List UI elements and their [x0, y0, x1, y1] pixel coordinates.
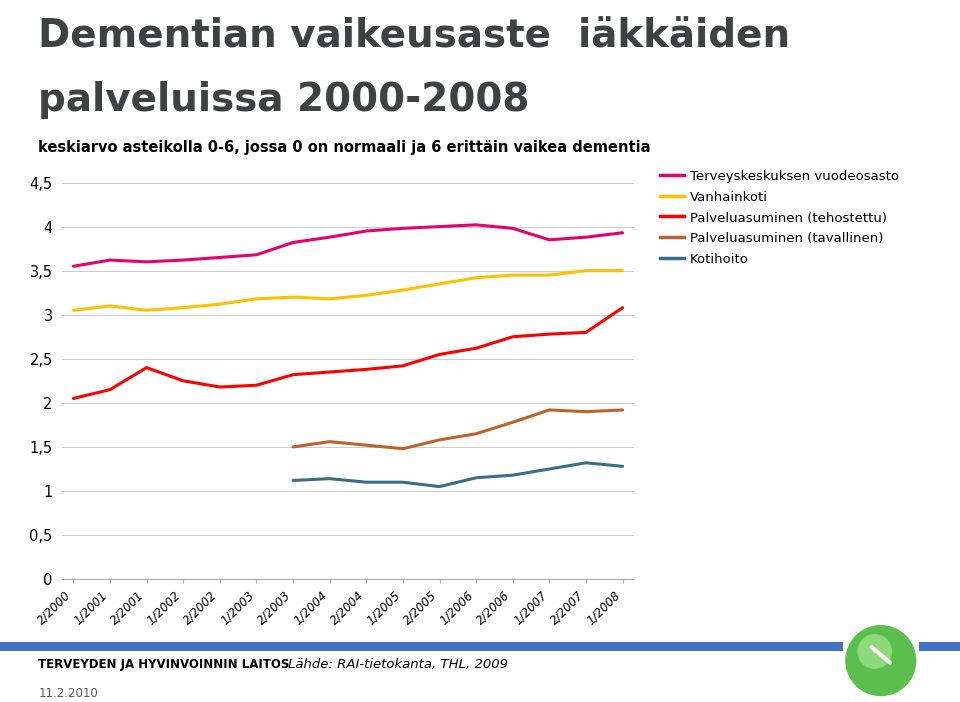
- Text: Lähde: RAI-tietokanta, THL, 2009: Lähde: RAI-tietokanta, THL, 2009: [288, 658, 508, 671]
- Text: 11.2.2010: 11.2.2010: [38, 687, 98, 700]
- FancyArrowPatch shape: [872, 647, 890, 663]
- Circle shape: [846, 625, 916, 696]
- Text: TERVEYDEN JA HYVINVOINNIN LAITOS: TERVEYDEN JA HYVINVOINNIN LAITOS: [38, 658, 290, 671]
- Circle shape: [858, 635, 892, 668]
- Text: Dementian vaikeusaste  iäkkäiden: Dementian vaikeusaste iäkkäiden: [38, 18, 790, 55]
- Text: keskiarvo asteikolla 0-6, jossa 0 on normaali ja 6 erittäin vaikea dementia: keskiarvo asteikolla 0-6, jossa 0 on nor…: [38, 140, 651, 155]
- Text: palveluissa 2000-2008: palveluissa 2000-2008: [38, 81, 530, 119]
- Legend: Terveyskeskuksen vuodeosasto, Vanhainkoti, Palveluasuminen (tehostettu), Palvelu: Terveyskeskuksen vuodeosasto, Vanhainkot…: [655, 164, 904, 271]
